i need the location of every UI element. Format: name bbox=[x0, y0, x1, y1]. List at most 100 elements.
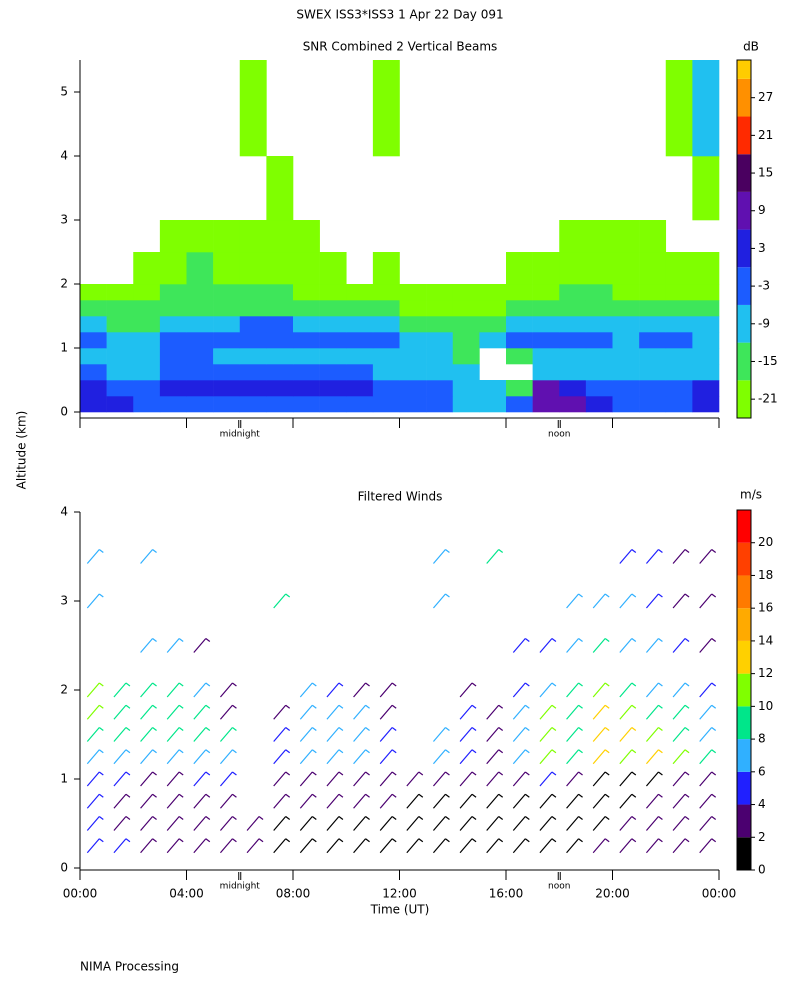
wind-barb bbox=[645, 682, 663, 698]
wind-barb bbox=[86, 749, 104, 765]
snr-cell bbox=[319, 300, 347, 317]
colorbar-band bbox=[737, 673, 751, 707]
wind-barb bbox=[645, 749, 663, 765]
wind-barb bbox=[406, 771, 424, 787]
wind-barb bbox=[672, 549, 690, 564]
wind-barb bbox=[432, 727, 450, 742]
snr-cell bbox=[559, 396, 587, 413]
snr-cell bbox=[346, 332, 374, 349]
colorbar-band bbox=[737, 542, 751, 576]
wind-barb bbox=[645, 793, 663, 809]
snr-cell bbox=[612, 284, 640, 301]
wind-barb bbox=[645, 838, 663, 854]
snr-cell bbox=[532, 348, 560, 365]
colorbar-band bbox=[737, 380, 751, 418]
snr-cell bbox=[239, 348, 267, 365]
wind-barb bbox=[672, 749, 690, 765]
snr-cell bbox=[532, 380, 560, 397]
snr-cell bbox=[239, 300, 267, 317]
wind-barb bbox=[353, 816, 370, 831]
snr-cell bbox=[479, 332, 507, 349]
wind-barb bbox=[592, 682, 610, 698]
snr-cell bbox=[159, 396, 187, 413]
snr-cell bbox=[372, 284, 400, 301]
snr-cell bbox=[186, 348, 214, 365]
snr-cell bbox=[133, 332, 161, 349]
snr-cell bbox=[346, 300, 374, 317]
snr-cell bbox=[266, 284, 294, 301]
snr-cell bbox=[665, 60, 693, 157]
snr-cell bbox=[585, 364, 613, 381]
wind-barb bbox=[645, 771, 663, 787]
wind-barb bbox=[273, 771, 291, 787]
snr-cell bbox=[186, 300, 214, 317]
wind-barb bbox=[219, 838, 237, 854]
snr-cell bbox=[293, 284, 320, 301]
wind-barb bbox=[566, 704, 583, 720]
y-tick-label: 0 bbox=[60, 861, 68, 875]
colorbar-tick-label: 9 bbox=[758, 203, 766, 217]
snr-cell bbox=[372, 60, 400, 157]
snr-cell bbox=[612, 348, 640, 365]
snr-cell bbox=[239, 252, 267, 285]
colorbar-tick-label: 18 bbox=[758, 568, 773, 582]
wind-barb bbox=[699, 638, 717, 653]
figure-title: SWEX ISS3*ISS3 1 Apr 22 Day 091 bbox=[296, 8, 503, 22]
wind-barb bbox=[353, 838, 370, 854]
snr-cell bbox=[80, 364, 107, 381]
wind-barb bbox=[86, 771, 104, 787]
wind-barb bbox=[432, 593, 450, 609]
wind-barb bbox=[592, 838, 610, 854]
wind-barb bbox=[406, 793, 424, 809]
wind-barb bbox=[299, 838, 317, 854]
wind-barb bbox=[619, 838, 637, 854]
snr-cell bbox=[266, 316, 294, 333]
snr-cell bbox=[506, 332, 533, 349]
wind-barb bbox=[672, 793, 690, 809]
colorbar-band bbox=[737, 342, 751, 381]
wind-barb bbox=[459, 727, 477, 742]
snr-cell bbox=[346, 396, 374, 413]
snr-cell bbox=[319, 396, 347, 413]
wind-barb bbox=[512, 816, 530, 831]
snr-cell bbox=[585, 316, 613, 333]
snr-cell bbox=[665, 380, 693, 397]
x-tick-label: 00:00 bbox=[63, 887, 98, 901]
colorbar-frame bbox=[736, 509, 752, 871]
colorbar-tick-label: 0 bbox=[758, 863, 766, 877]
snr-cell bbox=[692, 300, 720, 317]
colorbar-tick-label: 15 bbox=[758, 166, 773, 180]
snr-cell bbox=[559, 252, 587, 285]
snr-cell bbox=[426, 332, 454, 349]
wind-barb bbox=[486, 771, 504, 787]
snr-cell bbox=[479, 316, 507, 333]
snr-cell bbox=[159, 348, 187, 365]
colorbar-band bbox=[737, 771, 751, 805]
snr-cell bbox=[532, 300, 560, 317]
colorbar-band bbox=[737, 304, 751, 343]
colorbar-tick-label: 20 bbox=[758, 535, 773, 549]
snr-cell bbox=[665, 316, 693, 333]
colorbar-tick-label: -21 bbox=[758, 392, 778, 406]
snr-cell bbox=[665, 300, 693, 317]
colorbar-label: m/s bbox=[740, 488, 762, 502]
colorbar-tick-label: 6 bbox=[758, 764, 766, 778]
snr-cell bbox=[612, 316, 640, 333]
snr-cell bbox=[239, 316, 267, 333]
colorbar-band bbox=[737, 804, 751, 838]
snr-cell bbox=[639, 252, 667, 285]
snr-cell bbox=[426, 396, 454, 413]
y-tick-label: 3 bbox=[60, 213, 68, 227]
snr-cell bbox=[159, 252, 187, 285]
colorbar-band bbox=[737, 78, 751, 117]
y-tick-label: 5 bbox=[60, 85, 68, 99]
wind-barb bbox=[699, 771, 717, 787]
wind-barb bbox=[166, 771, 184, 787]
wind-barb bbox=[166, 682, 184, 698]
snr-cell bbox=[266, 252, 294, 285]
wind-barb bbox=[699, 838, 717, 854]
snr-cell bbox=[266, 348, 294, 365]
y-tick-label: 1 bbox=[60, 341, 68, 355]
colorbar-band bbox=[737, 608, 751, 641]
